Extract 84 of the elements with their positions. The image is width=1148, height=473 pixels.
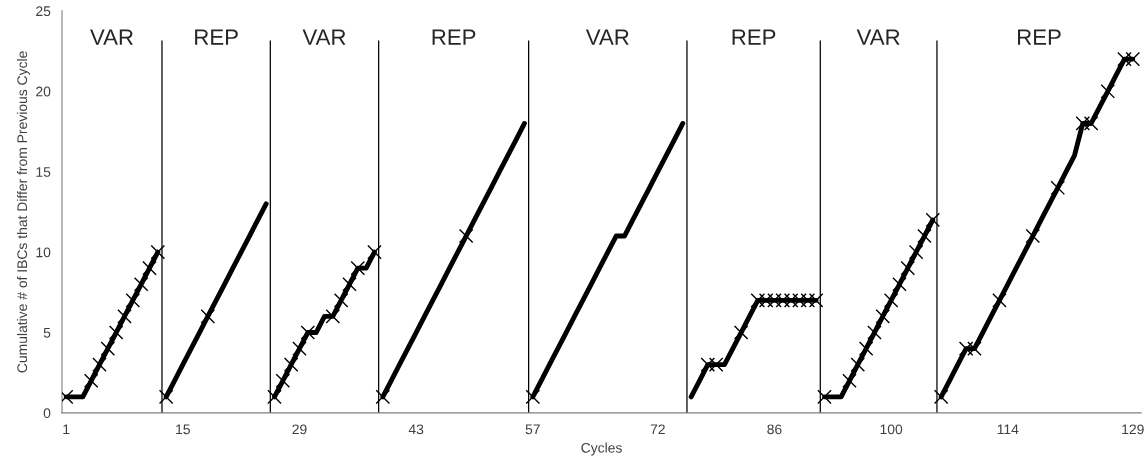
y-axis-title: Cumulative # of IBCs that Differ from Previous Cycle xyxy=(16,51,30,373)
point xyxy=(800,293,816,308)
point xyxy=(267,389,282,405)
point xyxy=(142,260,157,276)
point xyxy=(458,228,474,244)
point xyxy=(325,309,341,324)
point xyxy=(100,341,116,356)
point xyxy=(875,309,891,324)
y-tick-label: 10 xyxy=(36,247,51,258)
y-tick-label: 5 xyxy=(43,328,51,338)
point xyxy=(367,244,382,260)
point xyxy=(275,373,291,389)
annotation: VAR xyxy=(585,29,629,45)
point xyxy=(200,309,216,324)
point xyxy=(867,325,882,340)
x-tick-label: 114 xyxy=(997,424,1019,435)
x-tick-label: 29 xyxy=(292,424,307,435)
point xyxy=(350,260,366,276)
point xyxy=(150,244,166,260)
y-tick-label: 0 xyxy=(43,408,51,419)
x-tick-label: 15 xyxy=(176,424,190,435)
point xyxy=(708,357,724,372)
point xyxy=(958,341,974,356)
annotation: VAR xyxy=(90,29,133,45)
point xyxy=(133,276,149,292)
point xyxy=(817,389,832,405)
point xyxy=(292,341,307,356)
y-tick-label: 25 xyxy=(36,6,51,17)
point xyxy=(792,293,807,308)
point xyxy=(158,389,174,405)
point xyxy=(1125,51,1141,67)
x-tick-label: 72 xyxy=(650,424,665,435)
x-tick-label: 129 xyxy=(1122,424,1144,435)
point xyxy=(83,373,99,389)
x-axis-title: Cycles xyxy=(581,442,622,456)
annotation: REP xyxy=(1018,29,1061,45)
point xyxy=(808,293,824,308)
point xyxy=(783,293,799,308)
point xyxy=(750,293,766,308)
point xyxy=(1075,116,1091,131)
annotation: REP xyxy=(432,29,476,45)
point xyxy=(700,357,716,372)
annotation: REP xyxy=(732,29,776,45)
point xyxy=(1117,51,1132,67)
point xyxy=(917,228,932,244)
point xyxy=(883,293,899,308)
y-tick-label: 20 xyxy=(36,86,51,97)
annotation: REP xyxy=(195,29,238,45)
point xyxy=(900,260,916,276)
annotation: VAR xyxy=(856,29,900,45)
point xyxy=(342,276,357,292)
point xyxy=(283,357,299,372)
point xyxy=(892,276,907,292)
x-tick-label: 100 xyxy=(880,424,903,435)
point xyxy=(758,293,774,308)
point xyxy=(967,341,982,356)
point xyxy=(1050,180,1066,196)
annotation: VAR xyxy=(302,29,346,45)
x-tick-label: 43 xyxy=(408,424,424,435)
point xyxy=(733,325,749,340)
point xyxy=(842,373,857,389)
point xyxy=(767,293,782,308)
point xyxy=(1083,116,1099,131)
point xyxy=(375,389,391,405)
point xyxy=(333,293,349,308)
point xyxy=(850,357,866,372)
point xyxy=(925,212,941,228)
point xyxy=(858,341,874,356)
x-tick-label: 57 xyxy=(525,424,540,435)
point xyxy=(1025,228,1041,244)
point xyxy=(117,309,132,324)
x-tick-label: 86 xyxy=(767,424,782,435)
x-tick-label: 1 xyxy=(63,424,70,435)
y-tick-label: 15 xyxy=(36,167,51,177)
point xyxy=(775,293,791,308)
point xyxy=(92,357,107,372)
point xyxy=(933,389,949,405)
point xyxy=(525,389,541,405)
point xyxy=(992,293,1007,308)
point xyxy=(125,293,141,308)
point xyxy=(908,244,924,260)
point xyxy=(1100,84,1116,99)
point xyxy=(108,325,124,340)
point xyxy=(300,325,316,340)
